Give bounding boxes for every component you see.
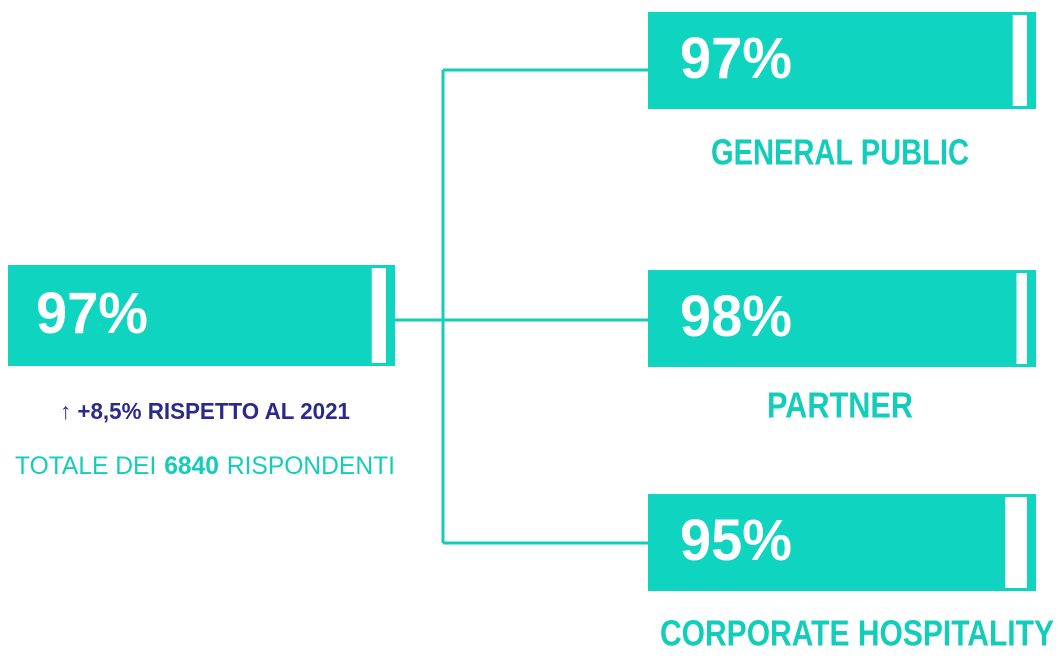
bar-value-label: 98% (680, 284, 792, 349)
bar-value-label: 97% (36, 281, 148, 346)
total-line: TOTALE DEI 6840 RISPONDENTI (15, 452, 395, 480)
bar-end (1027, 12, 1036, 109)
group-label: PARTNER (767, 385, 913, 426)
total-count: 6840 (164, 452, 219, 480)
change-note: ↑ +8,5% RISPETTO AL 2021 (60, 398, 350, 424)
group-label: GENERAL PUBLIC (711, 132, 969, 173)
bar-fill (648, 12, 1013, 109)
bar-value-label: 97% (680, 26, 792, 91)
total-suffix: RISPONDENTI (227, 452, 395, 480)
bar-end (1027, 494, 1036, 591)
bar-end (1027, 270, 1036, 367)
group-label: CORPORATE HOSPITALITY (660, 613, 1054, 654)
bar-fill (8, 265, 372, 366)
bar-end (386, 265, 395, 366)
bar-value-label: 95% (680, 508, 792, 573)
bar-fill (648, 494, 1006, 591)
total-prefix: TOTALE DEI (15, 452, 156, 480)
bar-fill (648, 270, 1017, 367)
connector (395, 68, 648, 545)
